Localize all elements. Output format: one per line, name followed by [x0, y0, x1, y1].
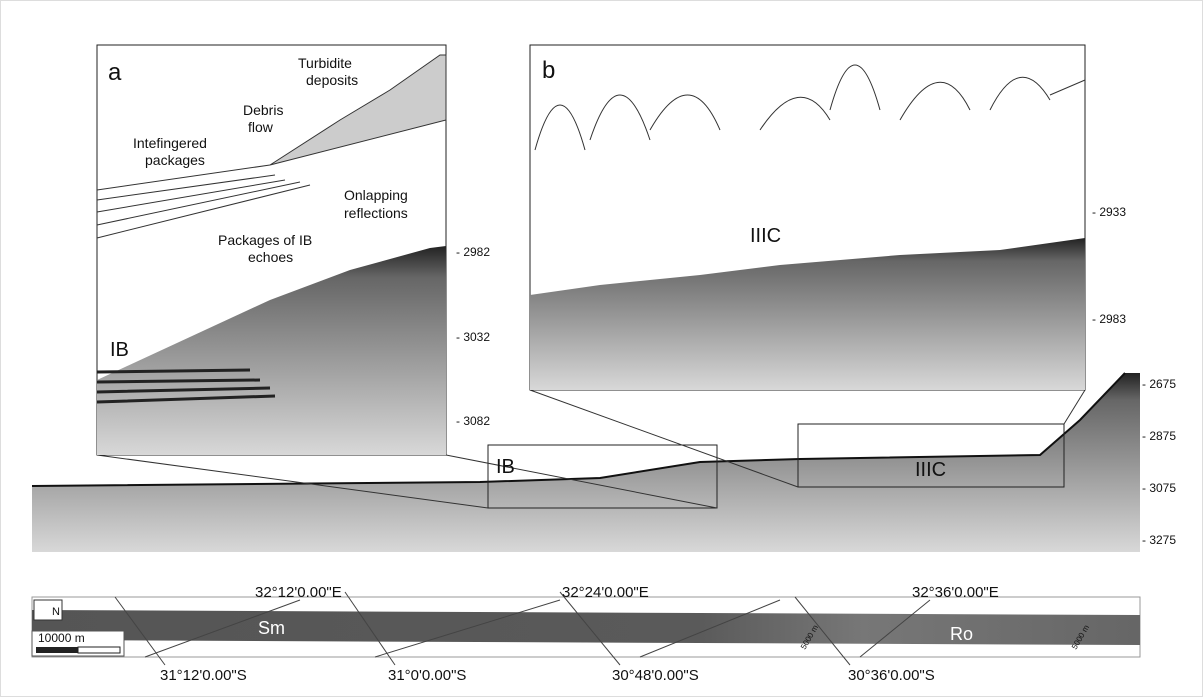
- north-box: [33, 599, 63, 621]
- annotation: flow: [248, 119, 274, 135]
- zoom-line: [529, 389, 799, 488]
- profile: IB IIIC - 2675 - 2875 - 3075 - 3275: [31, 372, 1176, 552]
- depth-label: - 2875: [1142, 429, 1176, 443]
- box-label: IIIC: [915, 459, 946, 481]
- depth-label: - 3032: [456, 330, 490, 344]
- bathymetry-strip: [32, 610, 1140, 645]
- depth-label: - 2982: [456, 245, 490, 259]
- annotation: Packages of IB: [218, 232, 312, 248]
- annotation: deposits: [306, 72, 358, 88]
- depth-label: - 3075: [1142, 481, 1176, 495]
- box-label: IB: [496, 456, 515, 478]
- region-label: Ro: [950, 624, 973, 644]
- longitude: 32°12'0.00"E: [255, 584, 342, 601]
- ib-layers: [96, 368, 276, 404]
- box-ib: [487, 444, 718, 509]
- annotation: Debris: [243, 102, 283, 118]
- unit-label: IB: [110, 339, 129, 361]
- latitude: 30°36'0.00"S: [848, 667, 935, 684]
- box-iiic: [797, 423, 1065, 488]
- turbidite: [269, 54, 447, 166]
- unit-label: IIIC: [750, 225, 781, 247]
- latitude: 31°0'0.00"S: [388, 667, 466, 684]
- annotation: reflections: [344, 205, 408, 221]
- depth-label: - 3082: [456, 414, 490, 428]
- panel-b: b IIIC - 2933 - 2983: [529, 44, 1126, 391]
- latitude: 31°12'0.00"S: [160, 667, 247, 684]
- depth-label: - 2675: [1142, 377, 1176, 391]
- grid-line: [114, 591, 931, 666]
- annotation: Turbidite: [298, 55, 352, 71]
- echo-image: [97, 246, 446, 455]
- longitude: 32°24'0.00"E: [562, 584, 649, 601]
- seafloor: [31, 372, 1126, 487]
- zoom-line: [96, 454, 489, 509]
- map: 10000 m N 5000 m 5000 m Sm Ro 32°12'0.00…: [31, 584, 1141, 684]
- depth-label: - 2983: [1092, 312, 1126, 326]
- zoom-line: [445, 454, 718, 509]
- scale-label: 10000 m: [38, 631, 85, 645]
- region-label: Sm: [258, 618, 285, 638]
- north-label: N: [52, 606, 60, 618]
- latitude: 30°48'0.00"S: [612, 667, 699, 684]
- longitude: 32°36'0.00"E: [912, 584, 999, 601]
- annotation: Intefingered: [133, 135, 207, 151]
- annotation: echoes: [248, 249, 293, 265]
- panel-a: a Turbidite deposits Debris flow Intefin…: [96, 44, 490, 456]
- scale-bar: [77, 646, 121, 654]
- zoom-line: [1063, 389, 1086, 425]
- reflections: [96, 164, 311, 239]
- profile-echo: [32, 373, 1140, 552]
- panel-letter: a: [108, 59, 122, 86]
- depth-label: - 3275: [1142, 533, 1176, 547]
- annotation: Onlapping: [344, 187, 408, 203]
- depth-label: - 2933: [1092, 205, 1126, 219]
- hyperbolae: [534, 64, 1086, 151]
- scale-bar: [36, 647, 78, 653]
- echo-image: [530, 238, 1085, 390]
- panel-letter: b: [542, 57, 555, 84]
- annotation: packages: [145, 152, 205, 168]
